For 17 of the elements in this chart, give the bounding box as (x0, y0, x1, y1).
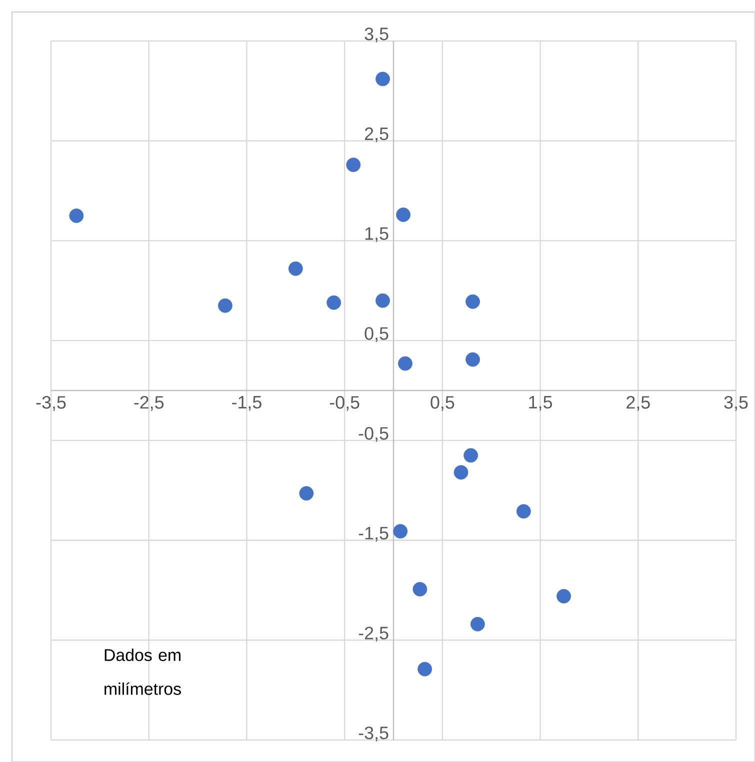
y-tick-label: 3,5 (364, 28, 388, 42)
y-tick-label: -3,5 (358, 726, 388, 742)
x-tick-label: 2,5 (626, 396, 650, 411)
y-tick-label: 0,5 (364, 327, 388, 342)
y-tick-label: -2,5 (358, 626, 388, 642)
x-tick-label: 1,5 (529, 396, 552, 411)
y-tick-label: 1,5 (365, 227, 388, 242)
y-tick-label: 2,5 (364, 127, 388, 142)
x-tick-label: -2,5 (134, 396, 164, 411)
y-tick-label: -0,5 (358, 427, 388, 442)
x-tick-label: 3,5 (724, 396, 748, 411)
x-tick-label: -1,5 (232, 396, 262, 411)
y-tick-label: -1,5 (358, 526, 388, 542)
text: Dados em milímetros (104, 648, 181, 695)
x-tick-label: 0,5 (430, 396, 454, 411)
x-tick-label: -3,5 (36, 396, 66, 411)
x-tick-label: -0,5 (330, 396, 360, 411)
